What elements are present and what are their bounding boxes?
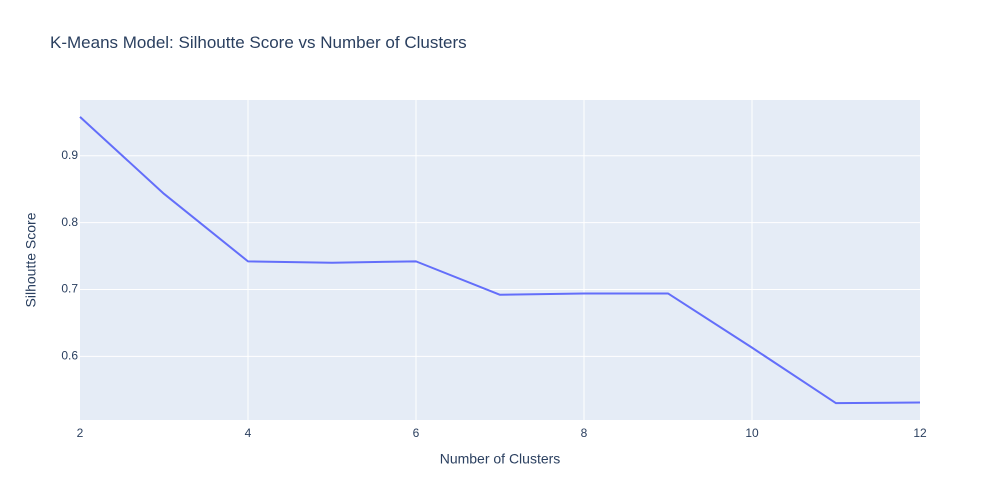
series-line-0 <box>79 116 921 405</box>
x-tick-label-4: 4 <box>245 426 252 440</box>
x-tick-label-2: 2 <box>77 426 84 440</box>
plot-background <box>80 100 920 420</box>
x-axis-title: Number of Clusters <box>440 451 561 467</box>
y-axis-tick-labels: 0.6 0.7 0.8 0.9 <box>61 148 78 363</box>
series-layer <box>79 116 921 405</box>
horizontal-gridlines <box>80 155 920 357</box>
chart-title: K-Means Model: Silhoutte Score vs Number… <box>50 33 467 52</box>
x-tick-label-8: 8 <box>581 426 588 440</box>
y-axis-title: Silhoutte Score <box>23 212 39 307</box>
vertical-gridlines <box>247 100 753 420</box>
y-tick-label-0-8: 0.8 <box>61 215 78 229</box>
y-tick-label-0-6: 0.6 <box>61 349 78 363</box>
x-tick-label-12: 12 <box>913 426 927 440</box>
x-axis-tick-labels: 2 4 6 8 10 12 <box>77 426 927 440</box>
x-tick-label-6: 6 <box>413 426 420 440</box>
y-tick-label-0-9: 0.9 <box>61 148 78 162</box>
x-tick-label-10: 10 <box>745 426 759 440</box>
y-tick-label-0-7: 0.7 <box>61 282 78 296</box>
